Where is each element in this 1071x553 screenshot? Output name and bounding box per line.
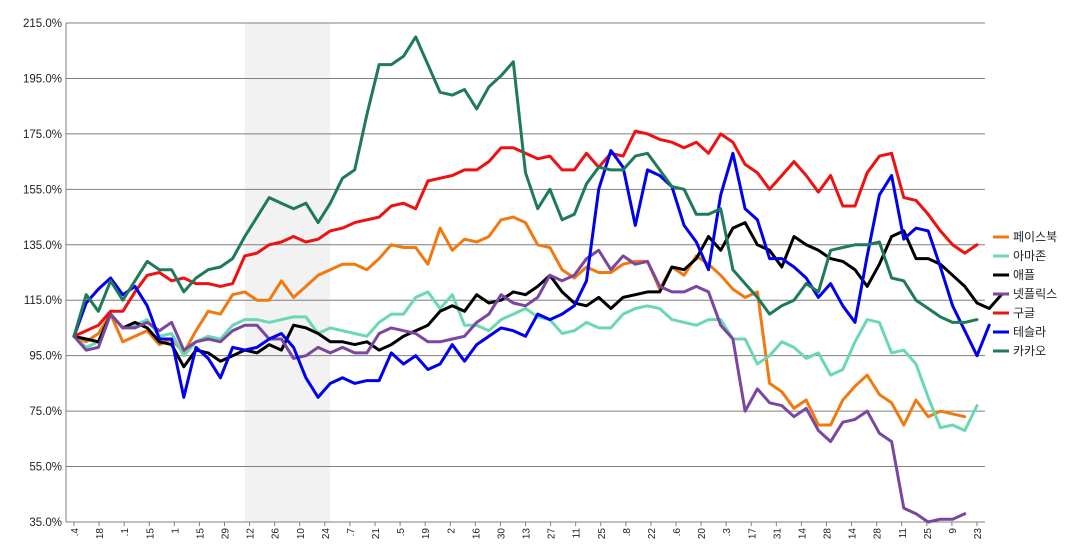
legend-label: 넷플릭스 — [1013, 287, 1057, 301]
x-tick-label: 31 — [772, 528, 783, 540]
x-tick-label: .7 — [346, 528, 357, 537]
x-tick-label: 22 — [647, 528, 658, 540]
series-line-넷플릭스 — [72, 248, 967, 524]
series-line-테슬라 — [72, 149, 991, 399]
axes: 35.0% 55.0% 75.0% 95.0% 115.0% 135.0% 155.0% 17… — [23, 18, 984, 539]
x-tick-label: 18 — [95, 528, 106, 540]
x-tick-label: 17 — [747, 528, 758, 540]
legend-label: 애플 — [1013, 268, 1035, 282]
legend-label: 카카오 — [1013, 344, 1046, 358]
x-tick-label: 13 — [522, 528, 533, 540]
x-tick-label: 12 — [246, 528, 257, 540]
series-line-페이스북 — [72, 215, 967, 427]
gridlines — [66, 22, 985, 523]
x-tick-label: 9 — [948, 528, 959, 534]
y-tick-label: 95.0% — [29, 351, 62, 363]
x-tick-label: 14 — [848, 528, 859, 540]
x-tick-label: 25 — [923, 528, 934, 540]
x-tick-label: 23 — [973, 528, 984, 540]
series-line-카카오 — [72, 35, 979, 338]
x-tick-label: .6 — [672, 528, 683, 537]
series-line-아마존 — [72, 290, 979, 432]
x-tick-label: .3 — [722, 528, 733, 537]
x-tick-label: 11 — [898, 528, 909, 539]
series-line-구글 — [72, 129, 979, 338]
x-tick-label: 15 — [195, 528, 206, 540]
legend-label: 페이스북 — [1013, 230, 1057, 244]
y-tick-label: 115.0% — [24, 295, 62, 307]
x-tick-label: 30 — [496, 528, 507, 540]
x-tick-label: 2 — [446, 528, 457, 534]
x-tick-label: 28 — [823, 528, 834, 540]
shaded-band — [244, 23, 331, 522]
x-tick-label: 26 — [271, 528, 282, 540]
x-tick-label: 24 — [321, 528, 332, 540]
x-tick-label: 25 — [597, 528, 608, 540]
x-tick-label: .8 — [622, 528, 633, 537]
y-tick-label: 215.0% — [23, 18, 62, 30]
x-tick-label: 1 — [170, 528, 181, 534]
legend-label: 아마존 — [1013, 249, 1046, 263]
y-tick-label: 55.0% — [29, 462, 62, 474]
x-tick-label: 14 — [797, 528, 808, 540]
y-tick-label: 195.0% — [23, 73, 62, 85]
legend-label: 테슬라 — [1013, 325, 1046, 339]
x-tick-label: 11 — [572, 528, 583, 539]
legend-label: 구글 — [1013, 306, 1035, 320]
y-tick-label: 35.0% — [29, 517, 62, 529]
x-tick-label: 21 — [371, 528, 382, 540]
x-tick-label: 19 — [421, 528, 432, 540]
x-tick-label: .4 — [70, 528, 81, 537]
x-tick-label: 28 — [873, 528, 884, 540]
x-tick-label: .5 — [396, 528, 407, 537]
x-tick-label: 16 — [471, 528, 482, 540]
x-tick-label: 29 — [221, 528, 232, 540]
y-tick-label: 175.0% — [23, 129, 62, 141]
series-lines — [72, 35, 1003, 524]
x-tick-label: 15 — [145, 528, 156, 540]
x-tick-label: 10 — [296, 528, 307, 540]
y-tick-label: 155.0% — [23, 184, 62, 196]
x-tick-label: 27 — [547, 528, 558, 540]
y-tick-label: 135.0% — [23, 240, 62, 252]
x-tick-label: 20 — [697, 528, 708, 540]
y-tick-label: 75.0% — [29, 406, 62, 418]
shaded-band-layer — [244, 23, 331, 522]
x-tick-label: .1 — [120, 528, 131, 537]
